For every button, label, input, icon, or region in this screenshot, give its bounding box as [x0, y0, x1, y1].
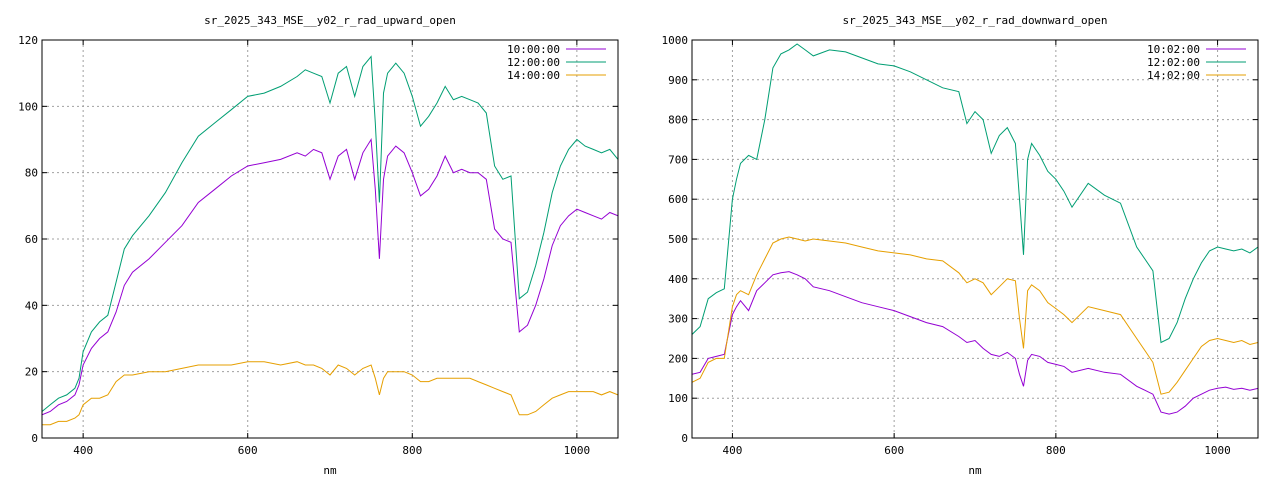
- y-tick-label: 100: [18, 100, 38, 113]
- y-tick-label: 700: [668, 153, 688, 166]
- x-tick-label: 600: [884, 444, 904, 457]
- legend-label: 14:02:00: [1147, 69, 1200, 82]
- y-tick-label: 500: [668, 233, 688, 246]
- x-axis-label: nm: [968, 464, 982, 477]
- y-tick-label: 120: [18, 34, 38, 47]
- y-tick-label: 400: [668, 273, 688, 286]
- y-tick-label: 1000: [662, 34, 689, 47]
- x-tick-label: 400: [73, 444, 93, 457]
- series-line-120200: [692, 43, 1258, 344]
- y-tick-label: 300: [668, 313, 688, 326]
- x-axis-label: nm: [323, 464, 337, 477]
- y-tick-label: 600: [668, 193, 688, 206]
- chart-title: sr_2025_343_MSE__y02_r_rad_downward_open: [843, 14, 1108, 27]
- y-tick-label: 0: [31, 432, 38, 445]
- legend-label: 10:00:00: [507, 43, 560, 56]
- x-tick-label: 1000: [1204, 444, 1231, 457]
- chart-panel-1: sr_2025_343_MSE__y02_r_rad_upward_open 0 2…: [18, 14, 619, 477]
- x-tick-label: 1000: [564, 444, 591, 457]
- y-tick-label: 20: [25, 366, 38, 379]
- y-tick-label: 200: [668, 352, 688, 365]
- legend-label: 10:02:00: [1147, 43, 1200, 56]
- y-tick-label: 900: [668, 74, 688, 87]
- y-tick-label: 40: [25, 299, 38, 312]
- series-line-100000: [42, 137, 618, 416]
- legend-label: 12:00:00: [507, 56, 560, 69]
- x-tick-label: 600: [238, 444, 258, 457]
- series-line-140000: [42, 361, 618, 426]
- y-tick-label: 80: [25, 167, 38, 180]
- series-line-100200: [692, 271, 1258, 415]
- legend-label: 14:00:00: [507, 69, 560, 82]
- chart-panel-2: sr_2025_343_MSE__y02_r_rad_downward_open…: [662, 14, 1259, 477]
- chart-title: sr_2025_343_MSE__y02_r_rad_upward_open: [204, 14, 456, 27]
- y-tick-label: 800: [668, 114, 688, 127]
- y-tick-label: 60: [25, 233, 38, 246]
- plot-frame: [691, 39, 1259, 439]
- series-line-140200: [692, 236, 1258, 395]
- y-tick-label: 100: [668, 392, 688, 405]
- legend-label: 12:02:00: [1147, 56, 1200, 69]
- x-tick-label: 800: [402, 444, 422, 457]
- plot-frame: [41, 39, 619, 439]
- x-tick-label: 800: [1046, 444, 1066, 457]
- x-tick-label: 400: [722, 444, 742, 457]
- series-line-120000: [42, 55, 618, 412]
- y-tick-label: 0: [681, 432, 688, 445]
